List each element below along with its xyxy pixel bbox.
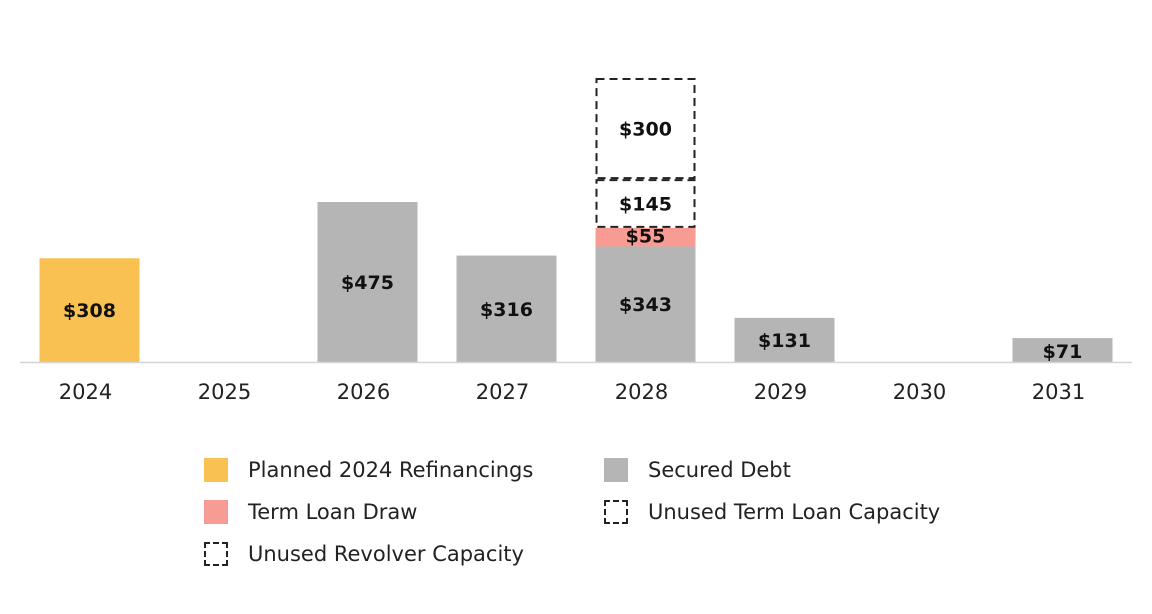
legend-label-term-loan-draw: Term Loan Draw	[248, 500, 418, 524]
data-label-secured-debt-2026: $475	[341, 272, 394, 294]
bar-secured-debt-2031	[1012, 338, 1113, 362]
legend-swatch-planned-2024-refinancings	[204, 458, 228, 482]
bar-secured-debt-2029	[734, 317, 835, 362]
legend-swatch-unused-revolver-capacity	[204, 542, 228, 566]
debt-maturity-chart: $308$475$316 $343$55$145$300$131$71 2024 2…	[20, 78, 1132, 404]
legend-swatch-term-loan-draw	[204, 500, 228, 524]
x-tick-label-2025: 2025	[198, 380, 251, 404]
bar-labels-layer: $308 $475 $316 $343 $55 $145 $300 $131 $71	[63, 119, 1082, 363]
bar-secured-debt-2026	[317, 202, 418, 362]
data-label-secured-debt-2027: $316	[480, 299, 533, 321]
bar-unused-revolver-capacity-2028	[595, 78, 696, 180]
legend-label-unused-revolver-capacity: Unused Revolver Capacity	[248, 542, 524, 566]
x-tick-label-2026: 2026	[337, 380, 390, 404]
legend-label-secured-debt: Secured Debt	[648, 458, 791, 482]
data-label-secured-debt-2028: $343	[619, 294, 672, 316]
bar-secured-debt-2028	[595, 246, 696, 362]
x-tick-label-2028: 2028	[615, 380, 668, 404]
x-tick-label-2031: 2031	[1032, 380, 1085, 404]
legend-item-term-loan-draw: Term Loan Draw	[204, 496, 417, 528]
data-label-secured-debt-2031: $71	[1043, 341, 1083, 363]
data-label-term-loan-draw-2028: $55	[626, 225, 666, 247]
bar-secured-debt-2027	[456, 255, 557, 362]
bar-planned-2024-refinancings-2024	[39, 258, 140, 362]
bars-layer	[39, 78, 1113, 362]
legend-swatch-unused-term-loan-capacity	[604, 500, 628, 524]
x-tick-label-2024: 2024	[59, 380, 112, 404]
legend-swatch-secured-debt	[604, 458, 628, 482]
data-label-planned-2024-refinancings-2024: $308	[63, 300, 116, 322]
data-label-unused-revolver-capacity-2028: $300	[619, 119, 672, 141]
x-tick-label-2029: 2029	[754, 380, 807, 404]
legend-label-unused-term-loan-capacity: Unused Term Loan Capacity	[648, 500, 941, 524]
x-tick-labels: 2024 2025 2026 2027 2028 2029 2030 2031	[59, 380, 1085, 404]
data-label-secured-debt-2029: $131	[758, 330, 811, 352]
legend-item-secured-debt: Secured Debt	[604, 454, 791, 486]
x-tick-label-2027: 2027	[476, 380, 529, 404]
bar-unused-term-loan-capacity-2028	[595, 179, 696, 228]
legend-label-planned-2024-refinancings: Planned 2024 Refinancings	[248, 458, 534, 482]
bar-term-loan-draw-2028	[595, 227, 696, 247]
legend-item-unused-revolver-capacity: Unused Revolver Capacity	[204, 538, 524, 570]
legend-item-planned-2024-refinancings: Planned 2024 Refinancings	[204, 454, 533, 486]
chart-legend: Planned 2024 Refinancings Secured Debt Ter…	[204, 454, 1004, 584]
data-label-unused-term-loan-capacity-2028: $145	[619, 194, 672, 216]
x-tick-label-2030: 2030	[893, 380, 946, 404]
legend-item-unused-term-loan-capacity: Unused Term Loan Capacity	[604, 496, 940, 528]
